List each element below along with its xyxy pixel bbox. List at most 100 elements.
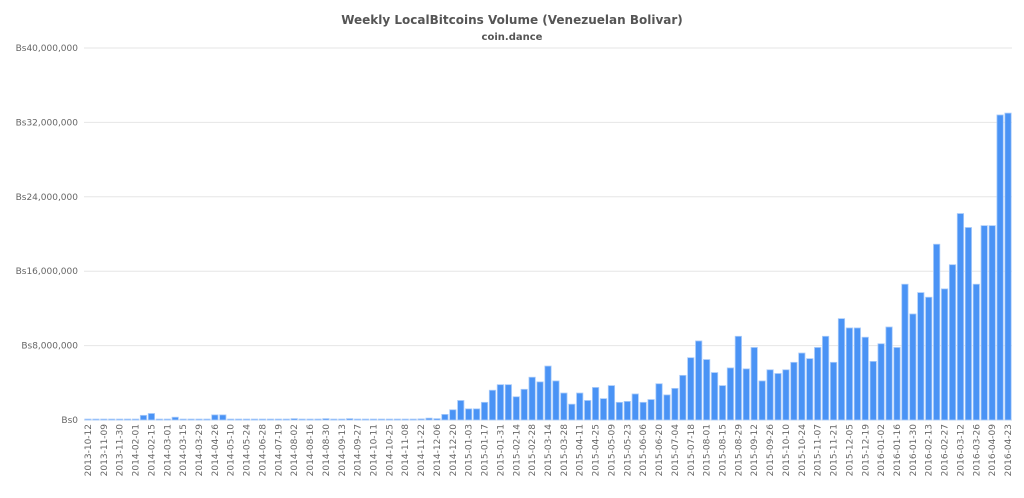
bar	[726, 367, 734, 421]
bar	[219, 414, 227, 421]
x-tick-label: 2014-08-30	[322, 424, 332, 477]
x-tick-label: 2014-06-28	[258, 424, 268, 477]
bar	[473, 408, 481, 421]
x-tick-label: 2014-12-06	[433, 424, 443, 477]
bar	[814, 347, 822, 421]
bar	[901, 283, 909, 421]
bar	[528, 376, 536, 421]
x-tick-label: 2015-05-09	[607, 424, 617, 477]
x-tick-label: 2013-11-30	[116, 424, 126, 477]
bar	[647, 399, 655, 421]
x-tick-label: 2015-08-15	[718, 424, 728, 476]
bar	[465, 408, 473, 421]
bar	[369, 418, 378, 421]
bar	[964, 227, 972, 421]
bar	[568, 403, 576, 421]
bar	[346, 418, 354, 421]
x-tick-label: 2015-01-17	[481, 424, 491, 476]
bar	[798, 352, 806, 421]
bar	[488, 389, 497, 421]
x-tick-label: 2014-03-15	[179, 424, 189, 476]
chart-title: Weekly LocalBitcoins Volume (Venezuelan …	[341, 13, 683, 27]
bar	[116, 418, 124, 421]
y-axis: Bs0 Bs8,000,000 Bs16,000,000 Bs24,000,000 Bs…	[16, 44, 79, 426]
x-tick-label: 2014-03-01	[163, 424, 173, 476]
x-tick-label: 2015-06-20	[655, 424, 665, 477]
bar	[338, 418, 346, 421]
bar	[631, 393, 639, 421]
bar	[211, 414, 219, 421]
x-tick-label: 2014-08-16	[306, 424, 316, 477]
bar	[417, 418, 425, 421]
bar	[512, 396, 520, 421]
x-tick-label: 2014-10-25	[385, 424, 395, 476]
bar	[980, 225, 988, 421]
bar	[385, 418, 393, 421]
bar	[361, 418, 370, 421]
bar	[917, 292, 925, 421]
x-tick-label: 2013-10-12	[84, 424, 94, 476]
y-tick-label: Bs0	[61, 416, 78, 426]
x-tick-label: 2014-09-27	[354, 424, 364, 476]
bar	[258, 418, 267, 421]
bar	[893, 347, 901, 421]
bar	[861, 336, 869, 421]
y-tick-label: Bs24,000,000	[16, 193, 79, 203]
bar	[869, 361, 877, 421]
x-tick-label: 2014-04-26	[211, 424, 221, 477]
y-tick-label: Bs16,000,000	[16, 267, 79, 277]
bar	[909, 313, 917, 421]
x-tick-label: 2015-08-29	[734, 424, 744, 477]
bar	[330, 418, 338, 421]
x-tick-label: 2014-08-02	[290, 424, 300, 476]
x-tick-label: 2015-07-18	[687, 424, 697, 477]
bar	[933, 243, 941, 421]
x-tick-label: 2015-10-10	[782, 424, 792, 477]
x-tick-label: 2014-02-01	[132, 424, 142, 476]
bar	[401, 418, 409, 421]
bar	[750, 347, 758, 421]
x-tick-label: 2015-06-06	[639, 424, 649, 477]
bar	[179, 418, 187, 421]
y-tick-label: Bs32,000,000	[16, 118, 79, 128]
bar	[496, 384, 504, 421]
bar	[956, 213, 965, 421]
x-tick-label: 2015-05-23	[623, 424, 633, 476]
bar	[972, 283, 980, 421]
bar	[203, 418, 211, 421]
bar	[845, 327, 853, 421]
bar	[623, 400, 631, 421]
bar	[354, 418, 362, 421]
x-tick-label: 2016-01-30	[909, 424, 919, 477]
bar	[703, 359, 711, 421]
x-tick-label: 2015-04-11	[576, 424, 586, 476]
x-tick-label: 2015-01-31	[496, 424, 506, 476]
x-tick-label: 2014-10-11	[370, 424, 380, 476]
bar	[147, 413, 155, 421]
x-tick-label: 2015-09-12	[750, 424, 760, 476]
x-tick-label: 2014-12-20	[449, 424, 459, 477]
bar	[250, 418, 259, 421]
x-tick-label: 2015-02-28	[528, 424, 538, 477]
bar	[988, 225, 996, 421]
bar	[536, 381, 544, 421]
bar	[925, 296, 933, 421]
bar	[187, 418, 195, 421]
bar	[552, 380, 560, 421]
bar	[655, 383, 663, 421]
x-tick-label: 2014-03-29	[195, 424, 205, 477]
x-tick-label: 2015-07-04	[671, 424, 681, 477]
bar	[837, 318, 846, 421]
x-tick-label: 2016-03-12	[956, 424, 966, 476]
bar	[84, 418, 92, 421]
bar	[322, 418, 330, 421]
bar	[195, 418, 203, 421]
bar	[227, 418, 235, 421]
x-tick-label: 2015-03-14	[544, 424, 554, 477]
bar	[679, 374, 687, 421]
x-tick-label: 2015-11-07	[814, 424, 824, 476]
bar	[266, 418, 274, 421]
bar	[766, 369, 774, 421]
bar	[298, 418, 306, 421]
